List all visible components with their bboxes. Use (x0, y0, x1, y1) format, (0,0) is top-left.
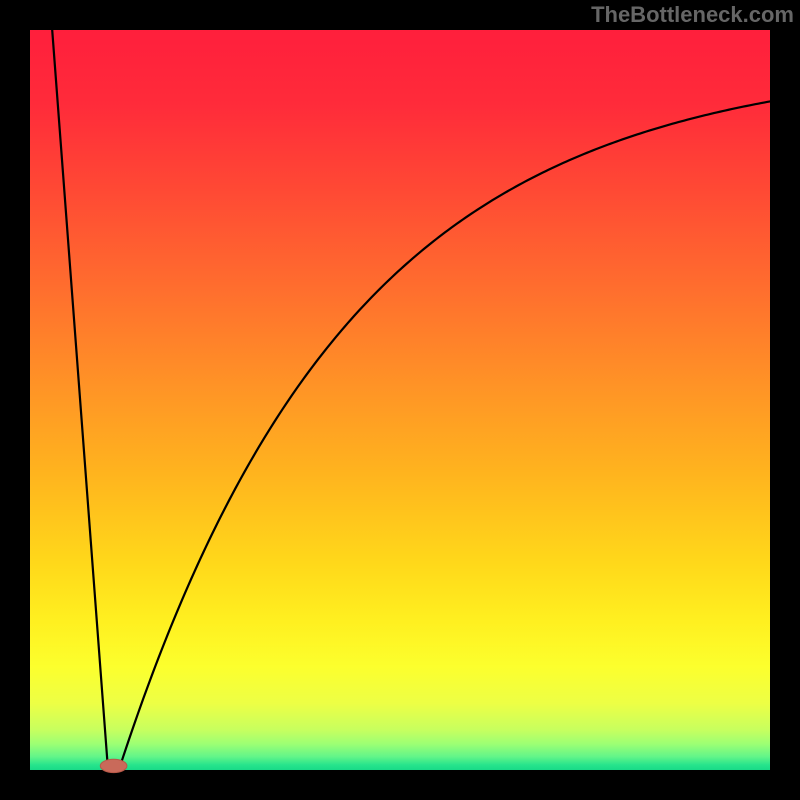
watermark-text: TheBottleneck.com (591, 0, 800, 28)
chart-svg (0, 0, 800, 800)
chart-frame: TheBottleneck.com (0, 0, 800, 800)
optimum-marker (100, 759, 127, 772)
plot-background (30, 30, 770, 770)
